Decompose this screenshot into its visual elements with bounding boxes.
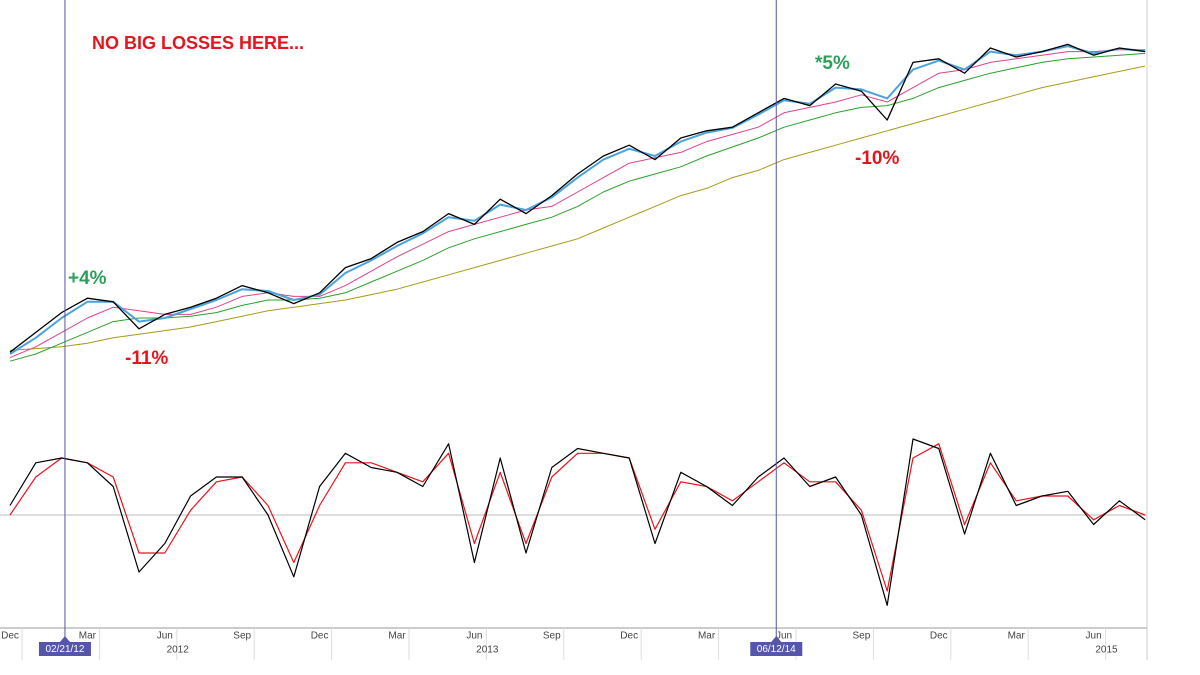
marker-label: 06/12/14 [757, 644, 796, 655]
x-tick-label: Mar [388, 631, 406, 642]
annotation: NO BIG LOSSES HERE... [92, 33, 304, 53]
x-tick-label: Dec [311, 631, 329, 642]
marker-label: 02/21/12 [45, 644, 84, 655]
x-tick-label: Mar [79, 631, 97, 642]
annotation: -10% [855, 148, 899, 169]
price-line [9, 65, 1146, 351]
oscillator-line [9, 443, 1146, 592]
x-tick-label: Dec [620, 631, 638, 642]
x-tick-label: Jun [1086, 631, 1102, 642]
marker-box [750, 642, 803, 656]
x-tick-label: Jun [157, 631, 173, 642]
x-tick-label: Sep [233, 631, 251, 642]
annotation: -11% [125, 348, 168, 369]
marker-arrow [771, 636, 782, 642]
marker-arrow [59, 636, 70, 642]
year-label: 2012 [167, 645, 190, 656]
x-tick-label: Dec [930, 631, 948, 642]
x-tick-label: Sep [853, 631, 871, 642]
marker-box [38, 642, 91, 656]
price-line [9, 49, 1146, 359]
x-tick-label: Jun [776, 631, 792, 642]
year-label: 2015 [1095, 645, 1118, 656]
price-line [9, 43, 1146, 353]
price-line [9, 45, 1146, 355]
year-label: 2013 [476, 645, 499, 656]
annotation: *5% [815, 53, 850, 74]
x-tick-label: Mar [1008, 631, 1026, 642]
x-tick-label: Jun [466, 631, 482, 642]
price-line [9, 52, 1146, 362]
x-tick-label: Dec [1, 631, 19, 642]
x-tick-label: Sep [543, 631, 561, 642]
annotation: +4% [68, 268, 107, 289]
x-tick-label: Mar [698, 631, 716, 642]
oscillator-line [9, 438, 1146, 606]
